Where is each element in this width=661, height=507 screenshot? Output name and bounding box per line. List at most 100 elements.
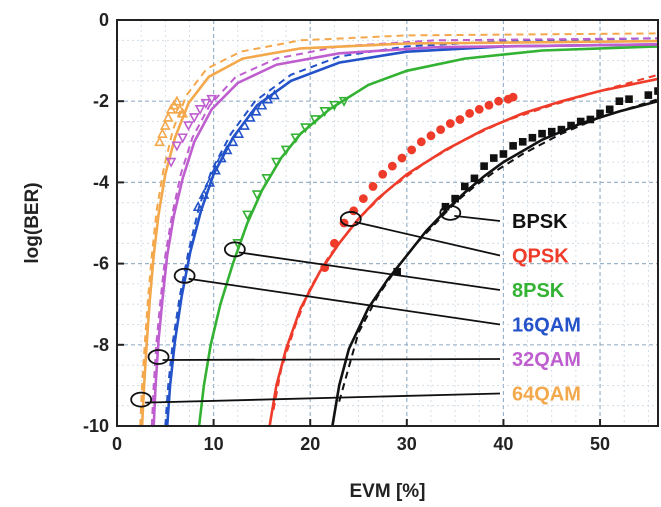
marker-bpsk bbox=[538, 129, 546, 138]
y-tick-label: -8 bbox=[93, 335, 109, 355]
legend-label-bpsk: BPSK bbox=[512, 211, 568, 233]
x-axis-title: EVM [%] bbox=[350, 481, 426, 502]
marker-qpsk bbox=[474, 104, 484, 114]
simulation-curve-64qam bbox=[139, 32, 658, 426]
legend-label-64qam: 64QAM bbox=[512, 384, 581, 406]
simulation-curve-bpsk bbox=[338, 98, 658, 402]
theory-curve-32qam bbox=[152, 43, 658, 426]
simulation-curve-16qam bbox=[164, 37, 658, 426]
marker-32qam bbox=[194, 105, 206, 116]
callout-line-8psk bbox=[238, 251, 501, 291]
y-tick-label: -2 bbox=[93, 91, 109, 111]
simulation-curve-qpsk bbox=[272, 73, 658, 410]
y-axis-title: log(BER) bbox=[22, 182, 43, 263]
theory-curve-64qam bbox=[140, 39, 658, 426]
legend-callouts: BPSK QPSK 8PSK 16QAM 32QAM 64QAM bbox=[130, 204, 581, 408]
marker-bpsk bbox=[460, 182, 469, 191]
marker-8psk bbox=[329, 100, 340, 111]
marker-bpsk bbox=[615, 97, 624, 105]
marker-64qam bbox=[154, 136, 165, 147]
marker-8psk bbox=[271, 157, 282, 168]
marker-bpsk bbox=[528, 133, 537, 142]
marker-bpsk bbox=[605, 105, 614, 114]
marker-qpsk bbox=[426, 131, 436, 141]
marker-64qam bbox=[159, 119, 171, 130]
marker-16qam bbox=[216, 152, 227, 163]
y-tick-label: -4 bbox=[93, 172, 109, 192]
y-tick-label: -6 bbox=[93, 254, 109, 274]
marker-qpsk bbox=[397, 153, 407, 163]
callout-line-qpsk bbox=[354, 221, 501, 257]
callout-line-32qam bbox=[162, 358, 501, 361]
axis-ticks: 0 10 20 30 40 50 0 -2 -4 -6 -8 -10 bbox=[83, 10, 610, 454]
x-tick-label: 20 bbox=[300, 434, 320, 454]
callout-line-64qam bbox=[145, 392, 501, 404]
marker-8psk bbox=[242, 210, 253, 221]
marker-16qam bbox=[192, 201, 204, 212]
marker-32qam bbox=[183, 121, 194, 132]
marker-bpsk bbox=[393, 267, 401, 276]
marker-64qam bbox=[162, 111, 174, 122]
marker-qpsk bbox=[484, 100, 494, 110]
marker-32qam bbox=[177, 133, 189, 144]
marker-bpsk bbox=[509, 142, 517, 150]
marker-16qam bbox=[256, 99, 268, 110]
marker-16qam bbox=[233, 127, 245, 138]
marker-bpsk bbox=[596, 109, 604, 118]
marker-32qam bbox=[171, 141, 183, 152]
marker-bpsk bbox=[451, 194, 459, 203]
marker-8psk bbox=[309, 115, 321, 126]
marker-qpsk bbox=[329, 238, 339, 248]
marker-bpsk bbox=[489, 154, 498, 162]
marker-qpsk bbox=[407, 145, 417, 155]
callout-ellipse-64qam bbox=[130, 391, 153, 408]
marker-bpsk bbox=[576, 117, 585, 126]
marker-16qam bbox=[244, 111, 256, 122]
marker-qpsk bbox=[494, 96, 503, 106]
x-tick-label: 10 bbox=[204, 434, 224, 454]
legend-label-32qam: 32QAM bbox=[512, 349, 581, 371]
marker-8psk bbox=[290, 133, 302, 144]
marker-qpsk bbox=[368, 182, 378, 191]
marker-qpsk bbox=[387, 161, 397, 171]
x-tick-label: 40 bbox=[493, 434, 513, 454]
marker-qpsk bbox=[455, 115, 465, 124]
marker-8psk bbox=[338, 96, 350, 107]
legend-label-16qam: 16QAM bbox=[512, 315, 581, 337]
marker-bpsk bbox=[518, 138, 527, 146]
marker-32qam bbox=[188, 113, 200, 124]
marker-qpsk bbox=[508, 92, 518, 102]
marker-bpsk bbox=[557, 125, 566, 134]
x-tick-label: 50 bbox=[590, 434, 610, 454]
marker-64qam bbox=[157, 127, 168, 138]
marker-32qam bbox=[200, 98, 212, 109]
marker-bpsk bbox=[567, 121, 575, 130]
y-tick-label: -10 bbox=[83, 416, 109, 436]
marker-32qam bbox=[206, 94, 218, 105]
marker-bpsk bbox=[586, 115, 595, 124]
callout-ellipse-bpsk bbox=[439, 204, 462, 221]
marker-bpsk bbox=[644, 91, 653, 99]
marker-bpsk bbox=[547, 127, 556, 136]
marker-bpsk bbox=[499, 150, 508, 158]
marker-16qam bbox=[250, 105, 262, 116]
legend-label-8psk: 8PSK bbox=[512, 280, 565, 302]
y-tick-label: 0 bbox=[99, 10, 109, 30]
callout-ellipse-32qam bbox=[147, 349, 170, 365]
marker-64qam bbox=[171, 95, 183, 106]
marker-qpsk bbox=[445, 119, 455, 128]
x-tick-label: 0 bbox=[112, 434, 122, 454]
marker-16qam bbox=[269, 89, 280, 100]
marker-bpsk bbox=[480, 162, 488, 170]
marker-8psk bbox=[261, 174, 273, 185]
marker-16qam bbox=[239, 119, 250, 130]
plot-frame bbox=[116, 19, 659, 427]
marker-bpsk bbox=[654, 87, 658, 95]
marker-16qam bbox=[227, 136, 239, 147]
marker-qpsk bbox=[378, 169, 388, 179]
marker-8psk bbox=[251, 190, 263, 201]
marker-16qam bbox=[221, 144, 233, 155]
marker-qpsk bbox=[465, 108, 475, 118]
legend-label-qpsk: QPSK bbox=[512, 246, 569, 268]
callout-ellipse-8psk bbox=[223, 241, 246, 258]
